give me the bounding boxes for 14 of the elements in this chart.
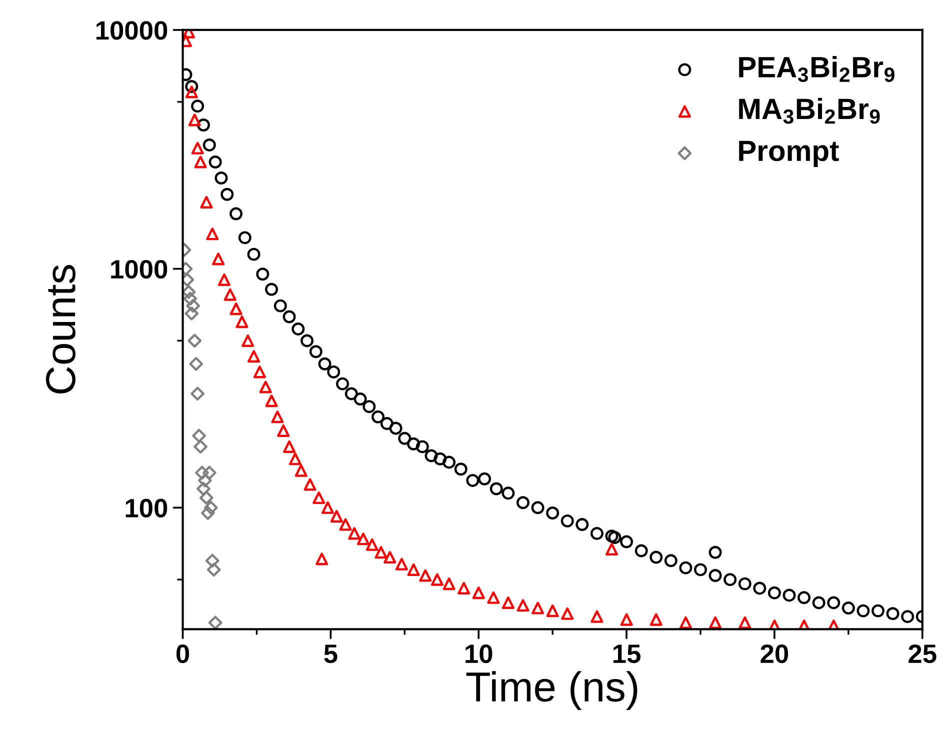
- y-axis-title: Counts: [46, 265, 76, 394]
- y-tick-label: 1000: [111, 260, 168, 279]
- legend-label: PEA$_{3}$Bi$_{2}$Br$_{9}$: [739, 56, 894, 82]
- x-tick-label: 20: [760, 644, 788, 664]
- x-tick-label: 25: [908, 644, 936, 664]
- x-tick-label: 15: [614, 644, 640, 664]
- legend-label: Prompt: [739, 140, 839, 167]
- y-tick-label: 10000: [96, 21, 168, 40]
- legend-label: MA$_{3}$Bi$_{2}$Br$_{9}$: [739, 98, 880, 124]
- x-tick-label: 10: [466, 644, 492, 664]
- x-tick-label: 5: [324, 644, 338, 664]
- x-axis-title: Time (ns): [466, 671, 638, 710]
- y-tick-label: 100: [126, 498, 168, 518]
- x-tick-label: 0: [176, 644, 190, 664]
